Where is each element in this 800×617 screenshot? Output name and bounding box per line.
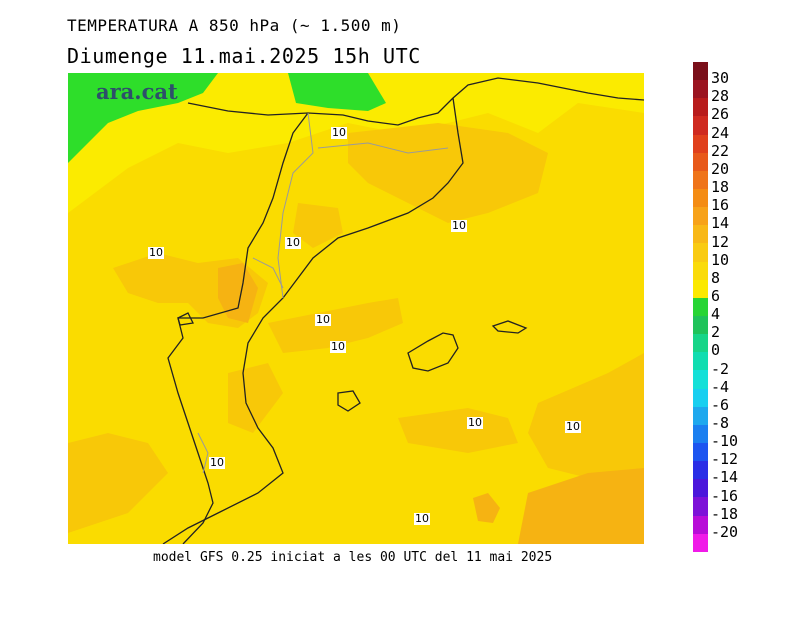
field-orange-sw — [68, 433, 168, 533]
color-scale-bar — [693, 62, 708, 552]
field-orange-delta — [268, 298, 403, 353]
color-scale-segment — [693, 388, 708, 407]
coastline-lines — [162, 77, 644, 544]
model-footer: model GFS 0.25 iniciat a les 00 UTC del … — [153, 550, 553, 565]
color-scale-label: 22 — [711, 141, 730, 160]
color-scale-segment — [693, 152, 708, 171]
color-scale-segment — [693, 406, 708, 425]
color-scale-segment — [693, 533, 708, 552]
color-scale-label: 28 — [711, 87, 730, 106]
color-scale-label: -8 — [711, 414, 730, 432]
color-scale-label: -14 — [711, 468, 739, 487]
field-orange-spot — [473, 493, 500, 523]
contour-label: 10 — [565, 420, 581, 433]
field-orange-ne — [348, 123, 548, 223]
color-scale-segment — [693, 479, 708, 498]
field-orange-core — [218, 263, 258, 323]
contour-label: 10 — [451, 219, 467, 232]
color-scale-segment — [693, 515, 708, 534]
color-scale-label: 24 — [711, 123, 730, 142]
color-scale-segment — [693, 261, 708, 280]
color-scale-segment — [693, 170, 708, 189]
color-scale-label: 0 — [711, 341, 721, 360]
contour-label: 10 — [285, 236, 301, 249]
color-scale-segment — [693, 442, 708, 462]
color-scale-segment — [693, 243, 708, 262]
temperature-map — [68, 73, 644, 544]
color-scale-segment — [693, 315, 708, 335]
color-scale-segment — [693, 225, 708, 244]
ara-cat-logo: ara.cat — [96, 79, 178, 104]
color-scale-label: 26 — [711, 105, 730, 124]
color-scale-segment — [693, 116, 708, 135]
color-scale-segment — [693, 334, 708, 353]
color-scale-label: -2 — [711, 359, 730, 378]
contour-label: 10 — [209, 456, 225, 469]
field-orange-east — [528, 353, 644, 478]
color-scale-segment — [693, 424, 708, 443]
color-scale-segment — [693, 279, 708, 298]
color-scale-segment — [693, 370, 708, 389]
contour-label: 10 — [330, 340, 346, 353]
contour-label: 10 — [315, 313, 331, 326]
color-scale-label: 18 — [711, 178, 730, 197]
color-scale-segment — [693, 62, 708, 81]
color-scale-segment — [693, 80, 708, 99]
field-orange-se — [518, 468, 644, 544]
field-green-nw — [68, 73, 218, 163]
contour-label: 10 — [148, 246, 164, 259]
color-scale-segment — [693, 497, 708, 516]
color-scale-label: -10 — [711, 432, 739, 451]
map-title: TEMPERATURA A 850 hPa (~ 1.500 m) — [67, 16, 402, 35]
color-scale-segment — [693, 352, 708, 371]
color-scale-label: -12 — [711, 450, 739, 469]
color-scale-label: -20 — [711, 522, 739, 541]
color-scale-label: 30 — [711, 69, 730, 88]
field-orange-south — [228, 363, 283, 433]
color-scale-label: -18 — [711, 504, 739, 523]
border-lines — [197, 112, 449, 474]
color-scale-segment — [693, 297, 708, 316]
contour-label: 10 — [331, 126, 347, 139]
color-scale-label: -6 — [711, 395, 730, 414]
color-scale-label: 2 — [711, 323, 721, 342]
color-scale-segment — [693, 461, 708, 480]
field-green-n — [288, 73, 386, 111]
color-scale-segment — [693, 98, 708, 117]
map-canvas — [68, 73, 644, 544]
color-scale-label: -4 — [711, 377, 730, 396]
color-scale-label: 6 — [711, 286, 721, 305]
color-scale-label: 12 — [711, 232, 730, 251]
color-scale-label: 14 — [711, 214, 730, 233]
map-subtitle: Diumenge 11.mai.2025 15h UTC — [67, 44, 421, 68]
color-scale-label: 16 — [711, 196, 730, 215]
color-scale-segment — [693, 207, 708, 226]
color-scale-segment — [693, 134, 708, 153]
field-orange-mid — [293, 203, 343, 248]
contour-label: 10 — [414, 512, 430, 525]
field-orange-sea — [398, 408, 518, 453]
color-scale-label: 10 — [711, 250, 730, 269]
contour-label: 10 — [467, 416, 483, 429]
color-scale-label: 4 — [711, 305, 721, 324]
color-scale-label: -16 — [711, 486, 739, 505]
color-scale-segment — [693, 188, 708, 208]
color-scale-label: 8 — [711, 268, 721, 287]
color-scale-label: 20 — [711, 159, 730, 178]
